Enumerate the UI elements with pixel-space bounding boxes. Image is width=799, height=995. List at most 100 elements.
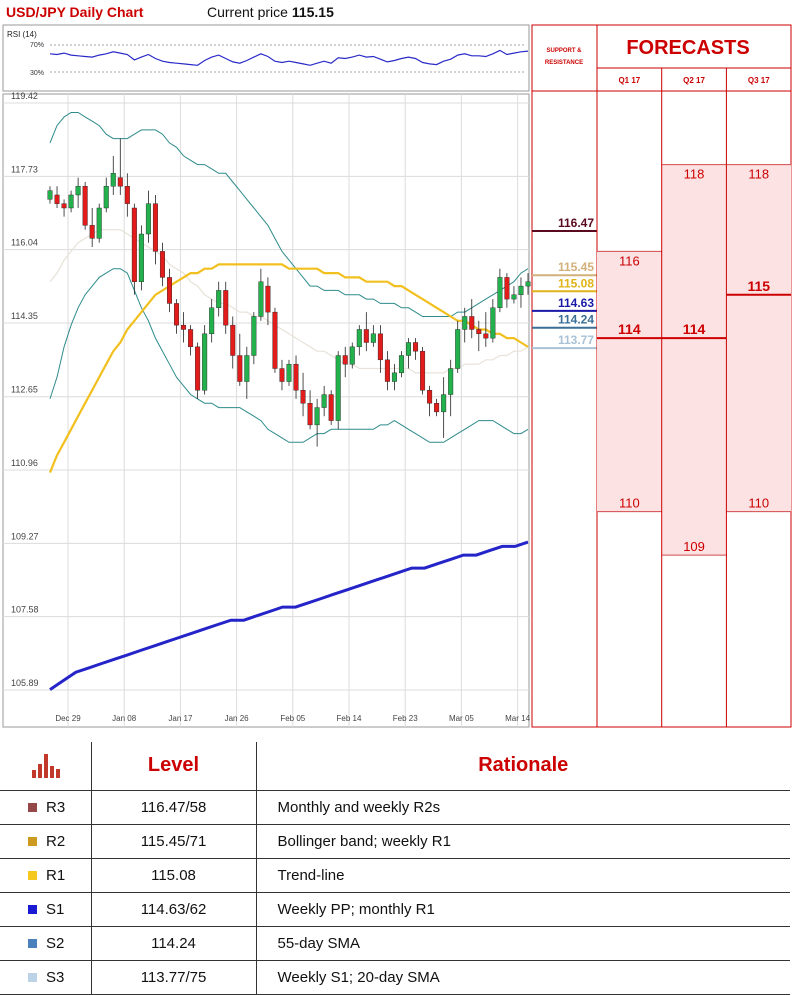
candle-body — [166, 277, 172, 304]
candle-body — [293, 363, 299, 391]
level-name: S3 — [46, 968, 65, 986]
level-color-swatch — [28, 837, 37, 847]
rsi-line — [49, 49, 529, 66]
y-tick-label: 117.73 — [11, 164, 38, 174]
support-resistance-panel: SUPPORT & RESISTANCE 116.47 115.45 115.08 1… — [531, 24, 598, 728]
level-name: S1 — [46, 900, 65, 918]
candle-body — [490, 307, 496, 339]
candle-body — [377, 333, 383, 361]
x-tick-label: Feb 23 — [393, 714, 418, 723]
x-tick-label: Mar 14 — [505, 714, 530, 723]
level-name: S2 — [46, 934, 65, 952]
candle-body — [244, 355, 250, 382]
level-color-swatch — [28, 973, 37, 983]
chart-header: USD/JPY Daily Chart Current price 115.15 — [0, 0, 530, 24]
x-tick-label: Feb 05 — [280, 714, 305, 723]
current-price: Current price 115.15 — [207, 4, 334, 20]
level-value-cell: 116.47/58 — [90, 790, 256, 825]
candle-body — [420, 350, 426, 391]
candle-body — [286, 363, 292, 382]
forecast-mid-label: 114 — [683, 321, 706, 337]
candle-body — [188, 329, 194, 348]
candle-body — [223, 290, 229, 326]
table-row: S2 114.24 55-day SMA — [0, 926, 790, 961]
candle-body — [54, 194, 60, 204]
x-tick-label: Jan 08 — [112, 714, 137, 723]
forecast-mid-label: 114 — [618, 321, 641, 337]
bollinger-upper-band — [49, 112, 529, 317]
candle-body — [258, 281, 264, 317]
candle-body — [103, 186, 109, 209]
candle-body — [124, 186, 130, 204]
candle-body — [251, 316, 257, 356]
candle-body — [145, 203, 151, 235]
current-price-value: 115.15 — [291, 4, 334, 20]
quarter-header: Q1 17 — [618, 76, 640, 85]
candle-body — [152, 203, 158, 252]
level-name-cell: S2 — [0, 926, 91, 961]
level-value-cell: 114.24 — [90, 926, 256, 961]
sma-200-line — [49, 540, 529, 691]
candle-body — [68, 194, 74, 209]
rationale-column-header: Rationale — [255, 742, 790, 791]
y-tick-label: 116.04 — [11, 238, 38, 248]
y-tick-label: 114.35 — [11, 311, 38, 321]
forecast-high-label: 118 — [748, 167, 769, 182]
candle-body — [349, 346, 355, 365]
candle-body — [448, 368, 454, 395]
candle-body — [413, 342, 419, 352]
level-value-cell: 115.45/71 — [90, 824, 256, 859]
rsi-frame — [2, 24, 530, 92]
candle-body — [504, 277, 510, 300]
level-color-swatch — [28, 939, 37, 949]
candle-body — [159, 251, 165, 278]
quarter-header: Q2 17 — [683, 76, 705, 85]
chart-area: RSI (14) 70% 30% 119.42 117.73 116.04 114.3… — [2, 24, 792, 728]
sr-header-line2: RESISTANCE — [545, 60, 583, 66]
candle-body — [82, 186, 88, 226]
rationale-cell: Weekly PP; monthly R1 — [255, 892, 790, 927]
rsi-upper-label: 70% — [30, 42, 44, 49]
y-tick-label: 109.27 — [11, 531, 39, 541]
candle-body — [174, 303, 180, 326]
level-value-cell: 114.63/62 — [90, 892, 256, 927]
y-tick-label: 105.89 — [11, 678, 39, 688]
forecast-high-label: 118 — [684, 167, 705, 182]
quarter-header: Q3 17 — [748, 76, 770, 85]
rationale-cell: Bollinger band; weekly R1 — [255, 824, 790, 859]
sr-level-label: 113.77 — [558, 333, 594, 347]
candle-body — [455, 329, 461, 369]
candle-body — [265, 285, 271, 313]
sr-level-label: 115.45 — [558, 260, 594, 274]
candle-body — [181, 324, 187, 330]
sma-55-line — [48, 263, 529, 474]
candle-body — [216, 290, 222, 308]
table-row: R1 115.08 Trend-line — [0, 858, 790, 893]
forecast-low-label: 110 — [748, 496, 769, 511]
candle-body — [356, 329, 362, 348]
sr-level-label: 114.63 — [558, 296, 594, 310]
x-tick-label: Feb 14 — [337, 714, 362, 723]
rsi-panel: RSI (14) 70% 30% — [2, 24, 530, 92]
candle-body — [307, 403, 313, 426]
x-tick-label: Mar 05 — [449, 714, 474, 723]
candle-body — [406, 342, 412, 356]
rationale-cell: 55-day SMA — [255, 926, 790, 961]
candle-body — [434, 403, 440, 413]
levels-table-header: Level Rationale — [0, 742, 790, 791]
level-name: R2 — [46, 832, 66, 850]
candle-body — [335, 355, 341, 421]
rationale-cell: Monthly and weekly R2s — [255, 790, 790, 825]
forecast-low-label: 110 — [619, 496, 640, 511]
candle-body — [469, 316, 475, 330]
forecasts-panel: FORECASTS Q1 17 116 110 114 Q2 17 118 109 114 Q3… — [596, 24, 792, 728]
forecast-mid-label: 115 — [747, 278, 770, 294]
level-name: R1 — [46, 866, 66, 884]
y-tick-label: 112.65 — [11, 385, 38, 395]
level-name: R3 — [46, 798, 66, 816]
levels-table-grid: Level Rationale R3 116.47/58 Monthly and w… — [0, 742, 790, 995]
candle-body — [131, 207, 137, 282]
candle-body — [314, 407, 320, 426]
x-tick-label: Jan 26 — [225, 714, 250, 723]
level-value-cell: 115.08 — [90, 858, 256, 893]
